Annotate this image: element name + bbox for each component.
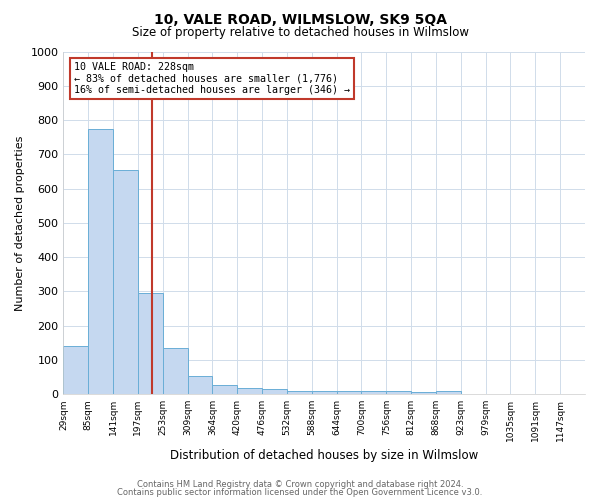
Bar xyxy=(262,389,287,394)
Text: Contains HM Land Registry data © Crown copyright and database right 2024.: Contains HM Land Registry data © Crown c… xyxy=(137,480,463,489)
Text: Size of property relative to detached houses in Wilmslow: Size of property relative to detached ho… xyxy=(131,26,469,39)
Bar xyxy=(287,392,312,394)
Text: 10 VALE ROAD: 228sqm
← 83% of detached houses are smaller (1,776)
16% of semi-de: 10 VALE ROAD: 228sqm ← 83% of detached h… xyxy=(74,62,350,95)
Bar xyxy=(212,384,237,394)
Bar xyxy=(386,392,411,394)
X-axis label: Distribution of detached houses by size in Wilmslow: Distribution of detached houses by size … xyxy=(170,450,478,462)
Bar xyxy=(163,348,188,394)
Bar xyxy=(64,346,88,394)
Bar xyxy=(436,391,461,394)
Bar xyxy=(237,388,262,394)
Bar xyxy=(361,392,386,394)
Bar xyxy=(188,376,212,394)
Y-axis label: Number of detached properties: Number of detached properties xyxy=(15,135,25,310)
Bar xyxy=(113,170,138,394)
Text: Contains public sector information licensed under the Open Government Licence v3: Contains public sector information licen… xyxy=(118,488,482,497)
Bar xyxy=(88,128,113,394)
Bar xyxy=(312,392,337,394)
Bar xyxy=(138,293,163,394)
Bar xyxy=(411,392,436,394)
Text: 10, VALE ROAD, WILMSLOW, SK9 5QA: 10, VALE ROAD, WILMSLOW, SK9 5QA xyxy=(154,12,446,26)
Bar xyxy=(337,391,361,394)
